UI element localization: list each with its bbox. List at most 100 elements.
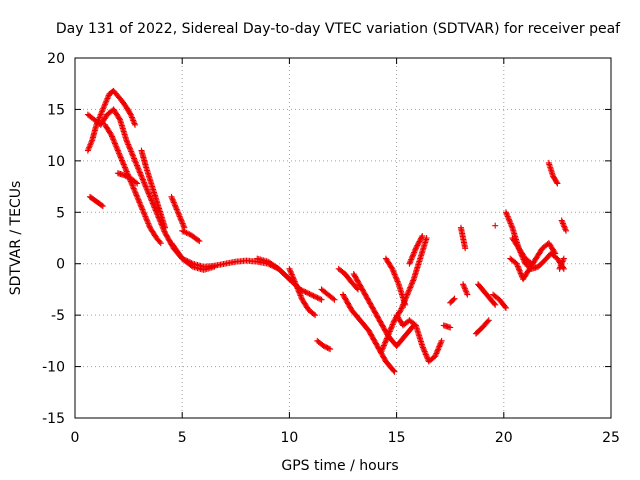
data-point — [382, 338, 389, 345]
data-point — [313, 294, 320, 301]
data-point — [126, 145, 133, 152]
data-point — [147, 194, 154, 201]
data-point — [369, 304, 376, 311]
data-point — [502, 303, 509, 310]
data-point — [432, 353, 439, 360]
x-tick-label: 15 — [388, 430, 406, 446]
data-point — [292, 279, 299, 286]
data-point — [391, 271, 398, 278]
data-point — [327, 346, 334, 353]
data-point — [112, 141, 119, 148]
data-point — [438, 339, 445, 346]
data-point — [387, 327, 394, 334]
data-point — [355, 278, 362, 285]
data-point — [517, 269, 524, 276]
data-point — [293, 282, 300, 289]
data-point — [149, 200, 156, 207]
series-D — [87, 193, 106, 210]
data-point — [345, 300, 352, 307]
data-point — [423, 352, 430, 359]
data-point — [324, 344, 331, 351]
data-point — [135, 165, 142, 172]
data-point — [508, 223, 515, 230]
data-point — [113, 144, 120, 151]
data-point — [310, 311, 317, 318]
data-point — [330, 295, 337, 302]
data-point — [136, 169, 143, 176]
data-point — [125, 141, 132, 148]
data-point — [354, 277, 361, 284]
data-point — [122, 172, 129, 179]
data-point — [291, 278, 298, 285]
data-point — [420, 345, 427, 352]
data-point — [323, 344, 330, 351]
data-point — [310, 292, 317, 299]
data-point — [157, 240, 164, 247]
data-point — [117, 153, 124, 160]
data-point — [143, 216, 150, 223]
data-point — [144, 187, 151, 194]
data-point — [381, 355, 388, 362]
data-point — [421, 347, 428, 354]
data-point — [133, 191, 140, 198]
data-point — [346, 303, 353, 310]
data-point — [309, 292, 316, 299]
data-point — [515, 264, 522, 271]
data-point — [553, 179, 560, 186]
data-point — [418, 234, 425, 241]
data-point — [296, 291, 303, 298]
data-point — [132, 159, 139, 166]
data-point — [385, 332, 392, 339]
data-point — [292, 281, 299, 288]
data-point — [111, 140, 118, 147]
data-point — [305, 290, 312, 297]
data-point — [116, 115, 123, 122]
data-point — [504, 213, 511, 220]
data-point — [408, 280, 415, 287]
data-point — [370, 307, 377, 313]
data-point — [116, 150, 123, 157]
data-point — [390, 268, 397, 275]
data-point — [368, 332, 375, 339]
data-point — [379, 352, 386, 358]
data-point — [150, 201, 157, 208]
grid-lines — [75, 58, 611, 418]
data-point — [169, 195, 176, 202]
data-point — [408, 255, 415, 262]
data-point — [352, 274, 359, 281]
data-point — [373, 312, 380, 319]
data-point — [391, 368, 398, 375]
data-point — [407, 257, 414, 264]
data-point — [562, 227, 569, 234]
data-point — [137, 200, 144, 207]
data-point — [306, 290, 313, 297]
data-point — [516, 267, 523, 274]
data-point — [506, 217, 513, 224]
data-point — [433, 349, 440, 356]
data-point — [142, 214, 149, 221]
data-point — [514, 262, 521, 269]
data-point — [375, 316, 382, 322]
data-point — [422, 350, 429, 357]
data-point — [180, 228, 187, 235]
data-point — [384, 334, 391, 341]
data-point — [139, 175, 146, 182]
y-tick-label: 15 — [47, 102, 65, 118]
data-point — [135, 196, 142, 203]
data-point — [143, 186, 150, 193]
data-point — [388, 264, 395, 271]
data-point — [363, 294, 370, 301]
data-point — [412, 246, 419, 253]
data-point — [409, 253, 416, 260]
data-point — [149, 199, 156, 205]
series-AE — [545, 159, 561, 187]
data-point — [148, 197, 155, 204]
axis-ticks: 0 5 10 15 20 25 -15 -10 -5 0 5 10 15 20 — [42, 51, 620, 446]
data-point — [171, 200, 178, 207]
data-point — [177, 214, 184, 221]
data-point — [366, 328, 373, 335]
data-point — [118, 155, 125, 162]
data-point — [122, 165, 129, 172]
series-E — [114, 170, 141, 187]
